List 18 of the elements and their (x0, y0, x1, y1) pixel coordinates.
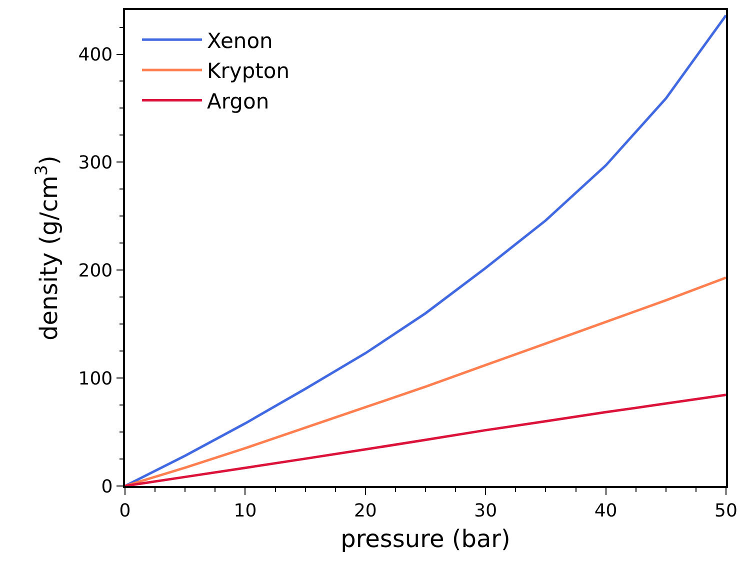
x-tick-label: 40 (594, 500, 618, 522)
legend-label: Argon (207, 89, 270, 114)
line-series (125, 394, 726, 486)
y-tick-label: 200 (78, 260, 113, 282)
x-tick-label: 20 (354, 500, 377, 522)
x-tick-label: 30 (474, 500, 498, 522)
line-series (125, 14, 726, 486)
x-tick-label: 50 (714, 500, 738, 522)
legend-label: Krypton (207, 59, 290, 84)
y-tick-label: 300 (78, 152, 113, 174)
line-series (125, 276, 726, 486)
y-tick-label: 400 (78, 44, 113, 66)
legend-label: Xenon (207, 28, 273, 53)
y-tick-label: 0 (101, 476, 113, 498)
x-axis-title: pressure (bar) (340, 525, 510, 554)
x-tick-label: 0 (119, 500, 131, 522)
x-tick-label: 10 (234, 500, 257, 522)
y-tick-label: 100 (78, 368, 113, 390)
